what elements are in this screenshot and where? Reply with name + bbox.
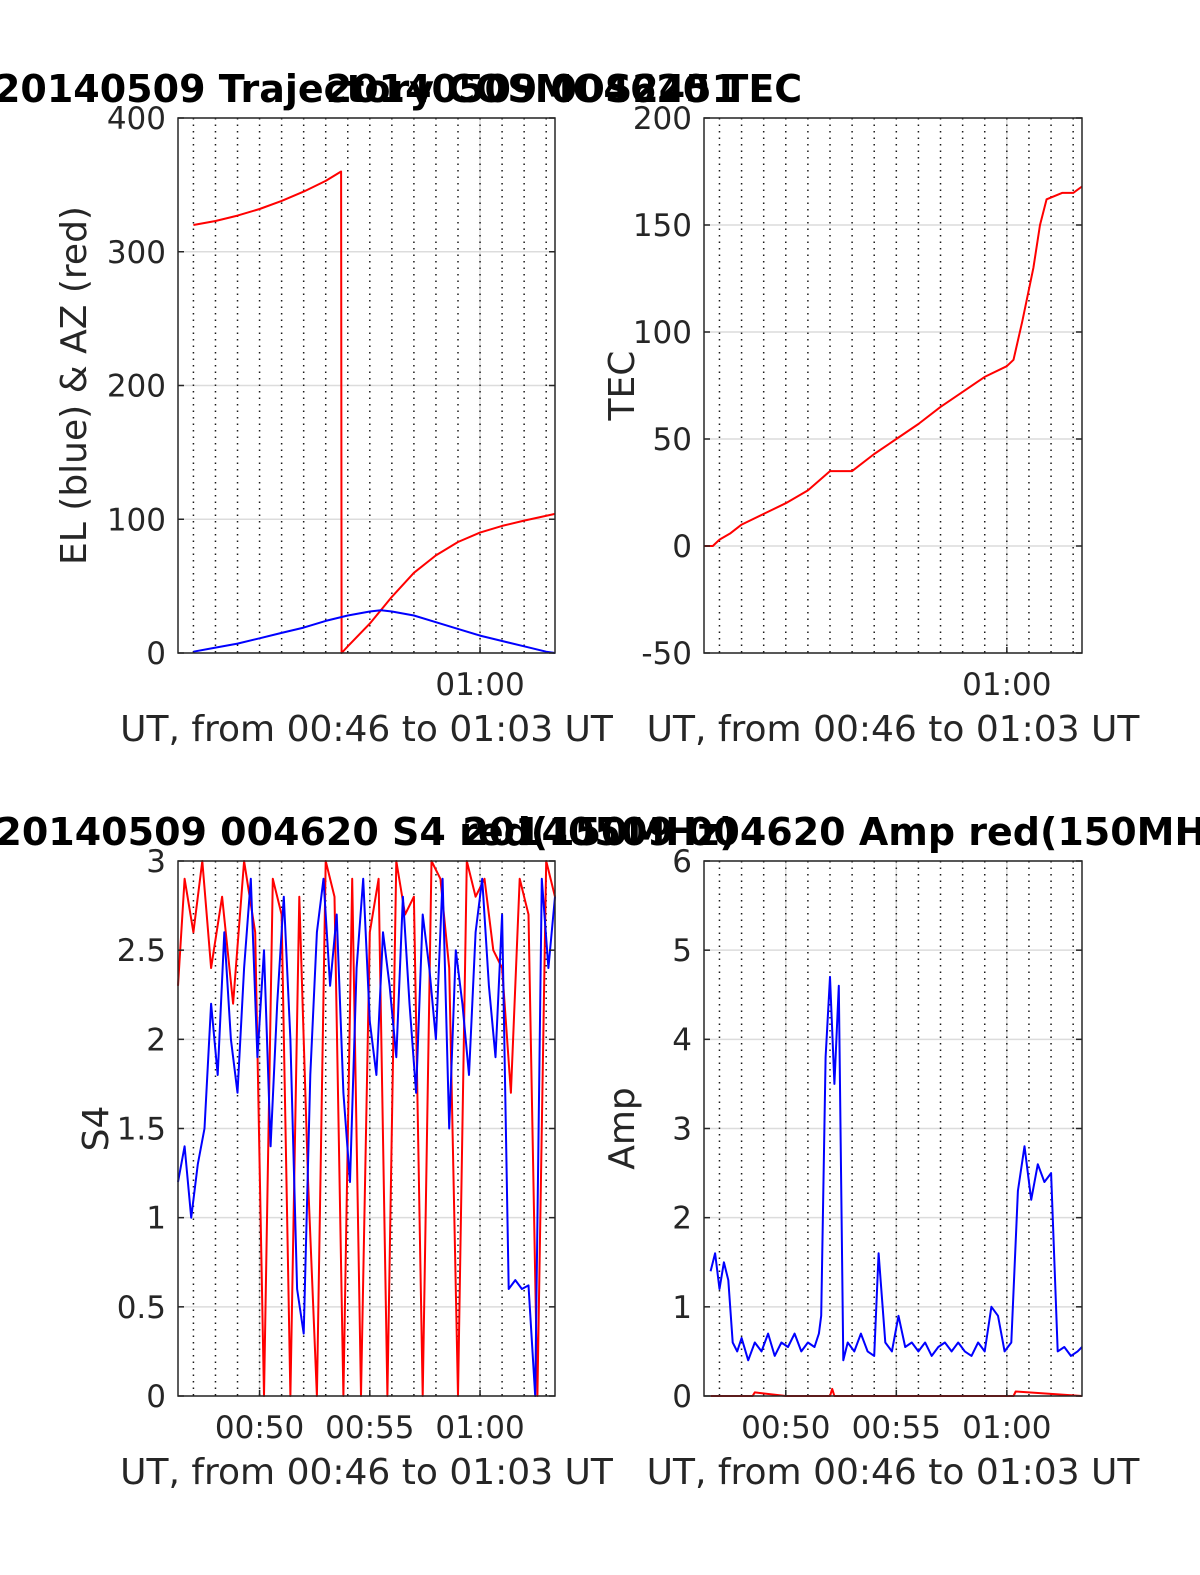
- y-tick-label: -50: [641, 636, 692, 672]
- y-tick-label: 1: [146, 1201, 166, 1237]
- series-line-0: [193, 170, 556, 654]
- x-tick-label: 00:55: [325, 1410, 414, 1446]
- y-tick-label: 2.5: [117, 933, 166, 969]
- x-axis-label: UT, from 00:46 to 01:03 UT: [647, 1452, 1141, 1493]
- chart-title: 20140509 004620 TEC: [326, 67, 802, 111]
- y-tick-label: 100: [107, 502, 166, 538]
- y-tick-label: 200: [107, 369, 166, 405]
- chart-title: 20140509 004620 Amp red(150MHz): [462, 810, 1200, 854]
- series-line-1: [193, 609, 556, 654]
- y-tick-label: 50: [653, 422, 692, 458]
- y-axis-label: S4: [76, 1106, 117, 1152]
- y-tick-label: 1: [672, 1290, 692, 1326]
- y-tick-label: 2: [146, 1022, 166, 1058]
- y-tick-label: 200: [633, 101, 692, 137]
- y-tick-label: 0: [146, 1379, 166, 1415]
- y-tick-label: 0: [672, 1379, 692, 1415]
- chart-title: 20140509 Trajectory COSMOS2451: [0, 67, 738, 111]
- plot-area: [704, 118, 1082, 653]
- series-line-1: [177, 877, 556, 1397]
- y-tick-label: 400: [107, 101, 166, 137]
- y-axis-label: EL (blue) & AZ (red): [54, 206, 95, 565]
- y-tick-label: 0.5: [117, 1290, 166, 1326]
- y-tick-label: 1.5: [117, 1112, 166, 1148]
- series-line-1: [709, 975, 1083, 1362]
- tec-panel: -50 0 50 100 150 200 01:00 UT, from 00:46 to 01…: [326, 67, 1141, 750]
- x-tick-label: 01:00: [962, 667, 1051, 703]
- y-tick-label: 2: [672, 1201, 692, 1237]
- series-line-0: [710, 1387, 1083, 1397]
- y-tick-label: 0: [146, 636, 166, 672]
- x-tick-label: 01:00: [962, 1410, 1051, 1446]
- y-axis-label: Amp: [602, 1087, 643, 1170]
- x-tick-label: 01:00: [435, 667, 524, 703]
- x-tick-label: 00:55: [852, 1410, 941, 1446]
- s4-panel: 0 0.5 1 1.5 2 2.5 3 00:50 00:55 01:00 UT, from 00:…: [0, 810, 737, 1493]
- y-tick-label: 0: [672, 529, 692, 565]
- x-tick-label: 00:50: [215, 1410, 304, 1446]
- y-tick-label: 5: [672, 933, 692, 969]
- x-tick-label: 00:50: [741, 1410, 830, 1446]
- x-axis-label: UT, from 00:46 to 01:03 UT: [120, 709, 614, 750]
- y-tick-label: 100: [633, 315, 692, 351]
- y-tick-label: 300: [107, 235, 166, 271]
- y-tick-label: 150: [633, 208, 692, 244]
- series-line-0: [704, 185, 1083, 547]
- y-tick-label: 3: [146, 844, 166, 880]
- y-tick-label: 3: [672, 1112, 692, 1148]
- axes-box: [703, 117, 1083, 654]
- y-tick-label: 4: [672, 1022, 692, 1058]
- trajectory-panel: 0 100 200 300 400 01:00 UT, from 00:46 to 01:0…: [0, 67, 738, 750]
- chart-title: 20140509 004620 S4 red(150MHz): [0, 810, 737, 854]
- x-axis-label: UT, from 00:46 to 01:03 UT: [120, 1452, 614, 1493]
- y-tick-label: 6: [672, 844, 692, 880]
- x-tick-label: 01:00: [435, 1410, 524, 1446]
- amp-panel: 0 1 2 3 4 5 6 00:50 00:55 01:00 UT, from 00:46 to …: [462, 810, 1200, 1493]
- y-axis-label: TEC: [602, 351, 643, 422]
- x-axis-label: UT, from 00:46 to 01:03 UT: [647, 709, 1141, 750]
